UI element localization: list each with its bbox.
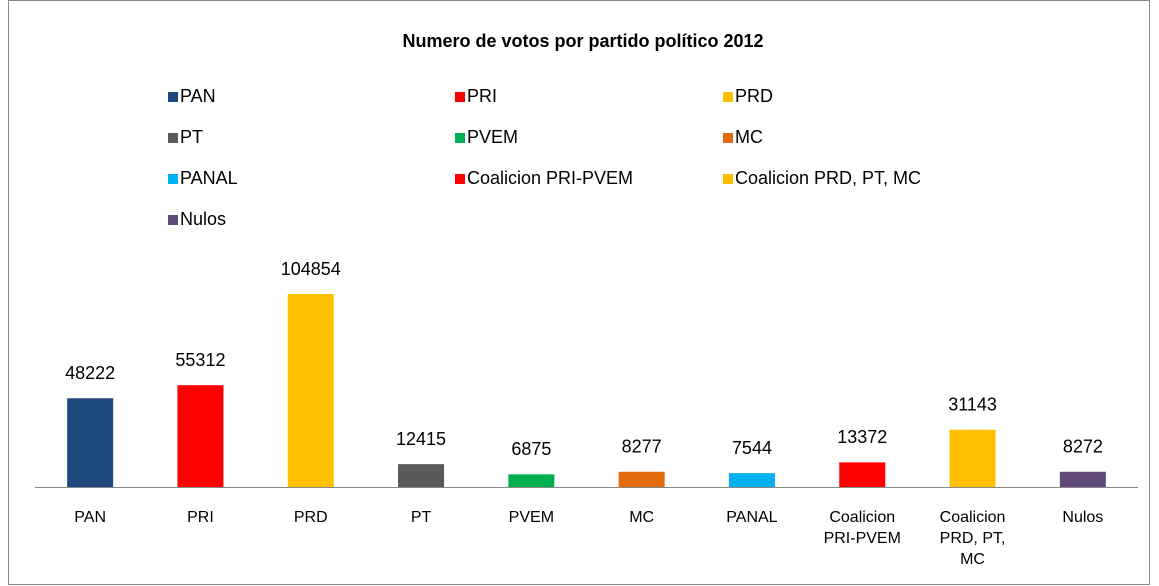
data-label: 8272 <box>1063 437 1103 457</box>
x-tick-label: Coalicion PRD, PT, MC <box>939 509 1006 568</box>
bar <box>618 471 665 487</box>
legend-label: MC <box>735 127 763 147</box>
x-tick-label-box: Nulos <box>1062 509 1104 526</box>
x-tick-label: PRD <box>293 509 328 526</box>
x-tick-label: PRI <box>187 509 214 526</box>
x-tick-label-box: Coalicion PRD, PT, MC <box>939 509 1006 568</box>
data-label: 31143 <box>948 394 997 414</box>
legend-swatch <box>455 174 465 184</box>
legend-label: PT <box>180 127 203 147</box>
data-label: 13372 <box>837 427 887 447</box>
x-tick-label-box: PAN <box>74 509 106 526</box>
legend-swatch <box>168 92 178 102</box>
legend-swatch <box>168 174 178 184</box>
chart-title: Numero de votos por partido político 201… <box>402 31 763 51</box>
data-label: 7544 <box>732 438 772 458</box>
data-label: 8277 <box>622 437 662 457</box>
legend-swatch <box>168 133 178 143</box>
legend-swatch <box>168 215 178 225</box>
x-tick-label-box: PANAL <box>726 509 778 526</box>
bar <box>949 429 996 487</box>
legend-swatch <box>723 133 733 143</box>
bar <box>177 385 224 487</box>
data-label: 104854 <box>281 259 341 279</box>
bar <box>508 474 555 487</box>
x-tick-label: PT <box>410 509 432 526</box>
bar <box>398 464 445 487</box>
legend-label: Coalicion PRD, PT, MC <box>735 168 921 188</box>
x-tick-label: Coalicion PRI-PVEM <box>823 509 901 547</box>
x-tick-label: Nulos <box>1062 509 1104 526</box>
x-tick-label: MC <box>629 509 655 526</box>
bar <box>287 294 334 487</box>
legend-label: PAN <box>180 86 216 106</box>
data-label: 6875 <box>511 439 551 459</box>
bar <box>67 398 114 487</box>
x-tick-label-box: PT <box>410 509 432 526</box>
x-tick-label: PANAL <box>726 509 778 526</box>
legend-label: Coalicion PRI-PVEM <box>467 168 633 188</box>
x-tick-label-box: Coalicion PRI-PVEM <box>823 509 901 547</box>
legend-label: PRI <box>467 86 497 106</box>
legend-swatch <box>455 133 465 143</box>
x-tick-label: PVEM <box>508 509 555 526</box>
legend-label: Nulos <box>180 209 226 229</box>
legend-label: PRD <box>735 86 773 106</box>
x-tick-label-box: PRD <box>293 509 328 526</box>
bar <box>839 462 886 487</box>
data-label: 48222 <box>65 363 115 383</box>
data-label: 12415 <box>396 429 446 449</box>
legend-label: PANAL <box>180 168 238 188</box>
bar <box>728 473 775 487</box>
legend-label: PVEM <box>467 127 518 147</box>
legend-swatch <box>723 92 733 102</box>
x-tick-label-box: PVEM <box>508 509 555 526</box>
x-tick-label: PAN <box>74 509 106 526</box>
x-tick-label-box: PRI <box>187 509 214 526</box>
data-label: 55312 <box>175 350 225 370</box>
legend-swatch <box>455 92 465 102</box>
bar <box>1059 471 1106 487</box>
legend-swatch <box>723 174 733 184</box>
x-tick-label-box: MC <box>629 509 655 526</box>
